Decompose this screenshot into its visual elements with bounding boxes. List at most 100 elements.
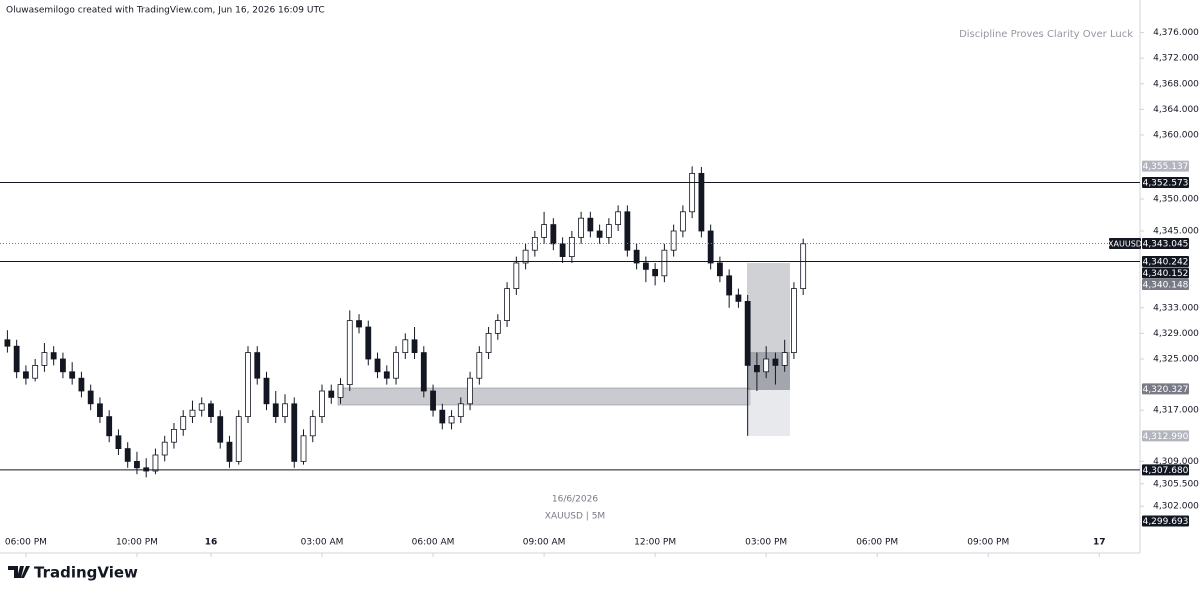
candle-body bbox=[4, 339, 11, 347]
price-label: 4,307.680 bbox=[1143, 466, 1189, 476]
price-label-bg bbox=[1142, 515, 1189, 527]
y-tick-label: 4,305.500 bbox=[1153, 479, 1199, 489]
candle-body bbox=[180, 416, 187, 430]
candle-body bbox=[60, 358, 66, 373]
price-label-bg bbox=[1142, 267, 1189, 279]
price-label: 4,320.327 bbox=[1143, 385, 1189, 395]
candles bbox=[4, 166, 807, 478]
candle-body bbox=[476, 352, 483, 379]
candle-body bbox=[115, 435, 122, 450]
candle-body bbox=[300, 435, 307, 462]
price-label: 4,299.693 bbox=[1143, 517, 1189, 527]
candle-body bbox=[50, 352, 57, 360]
candle-body bbox=[411, 339, 418, 353]
candle-body bbox=[652, 268, 659, 277]
candle-body bbox=[670, 230, 677, 251]
symbol-tag-bg bbox=[1109, 238, 1141, 250]
candle-body bbox=[541, 224, 547, 238]
x-tick-label: 09:00 PM bbox=[967, 538, 1009, 548]
price-label: 4,355.137 bbox=[1143, 162, 1189, 172]
candle-body bbox=[171, 429, 177, 443]
price-label: 4,340.148 bbox=[1143, 280, 1189, 290]
candle-body bbox=[430, 390, 436, 411]
y-tick-label: 4,360.000 bbox=[1153, 130, 1199, 140]
candle-body bbox=[679, 211, 686, 232]
price-label: 4,340.152 bbox=[1143, 269, 1189, 279]
x-tick-label: 09:00 AM bbox=[523, 538, 566, 548]
candle-body bbox=[550, 224, 557, 245]
candle-body bbox=[402, 339, 409, 353]
y-tick-label: 4,317.000 bbox=[1153, 406, 1199, 416]
y-tick-label: 4,372.000 bbox=[1153, 54, 1199, 64]
candle-body bbox=[707, 230, 714, 264]
candle-body bbox=[642, 262, 649, 270]
symbol-label: XAUUSD | 5M bbox=[545, 512, 605, 522]
candle-body bbox=[272, 403, 279, 418]
candle-body bbox=[356, 320, 362, 328]
candle-body bbox=[346, 320, 353, 385]
candle-body bbox=[245, 352, 251, 418]
y-tick-label: 4,368.000 bbox=[1153, 79, 1199, 89]
watermark: Discipline Proves Clarity Over Luck bbox=[959, 29, 1133, 40]
price-label-bg bbox=[1142, 430, 1189, 442]
candle-body bbox=[134, 461, 140, 469]
candle-body bbox=[319, 390, 325, 418]
y-tick-label: 4,376.000 bbox=[1153, 28, 1199, 38]
candle-body bbox=[337, 384, 344, 398]
price-label-bg bbox=[1142, 160, 1189, 172]
y-tick-label: 4,364.000 bbox=[1153, 105, 1199, 115]
candle-body bbox=[198, 403, 205, 411]
price-label: 4,352.573 bbox=[1143, 179, 1189, 189]
symbol-tag: XAUUSD bbox=[1108, 240, 1142, 249]
candle-body bbox=[717, 262, 723, 277]
candle-body bbox=[420, 352, 427, 392]
price-label-bg bbox=[1142, 255, 1189, 267]
candle-body bbox=[485, 332, 492, 353]
candle-body bbox=[578, 217, 585, 238]
zone bbox=[337, 387, 751, 406]
price-label-bg bbox=[1142, 177, 1189, 189]
candle-body bbox=[254, 352, 261, 379]
candle-body bbox=[513, 262, 520, 289]
candle-body bbox=[226, 441, 233, 462]
candle-body bbox=[328, 390, 335, 398]
x-tick-label: 06:00 PM bbox=[5, 538, 47, 548]
candle-body bbox=[69, 371, 76, 379]
candle-body bbox=[374, 358, 381, 373]
candle-body bbox=[32, 364, 39, 379]
candle-body bbox=[735, 294, 742, 302]
zone bbox=[747, 390, 790, 436]
candle-body bbox=[106, 416, 113, 437]
candle-body bbox=[161, 441, 168, 456]
candle-body bbox=[393, 352, 399, 379]
candle-body bbox=[41, 352, 48, 366]
candle-body bbox=[87, 390, 94, 405]
candle-body bbox=[754, 364, 760, 373]
candle-body bbox=[439, 409, 446, 424]
x-tick-label: 17 bbox=[1093, 538, 1106, 548]
x-tick-label: 06:00 PM bbox=[856, 538, 898, 548]
candle-body bbox=[189, 409, 196, 418]
candle-body bbox=[605, 224, 612, 238]
candle-body bbox=[309, 416, 316, 437]
x-tick-label: 03:00 PM bbox=[745, 538, 787, 548]
x-tick-label: 12:00 PM bbox=[634, 538, 676, 548]
price-label: 4,340.242 bbox=[1143, 257, 1189, 267]
candle-body bbox=[457, 403, 464, 418]
y-tick-label: 4,329.000 bbox=[1153, 329, 1199, 339]
candle-body bbox=[235, 416, 242, 462]
y-tick-label: 4,309.000 bbox=[1153, 457, 1199, 467]
candle-body bbox=[587, 217, 594, 232]
price-label-bg bbox=[1142, 238, 1189, 250]
candle-body bbox=[448, 416, 455, 424]
candle-body bbox=[744, 300, 751, 366]
y-tick-label: 4,350.000 bbox=[1153, 194, 1199, 204]
candle-body bbox=[791, 288, 797, 353]
date-label: 16/6/2026 bbox=[552, 495, 598, 505]
candle-body bbox=[208, 403, 214, 418]
brand: TradingView bbox=[34, 564, 138, 582]
x-tick-label: 03:00 AM bbox=[301, 538, 344, 548]
candle-body bbox=[800, 243, 807, 289]
